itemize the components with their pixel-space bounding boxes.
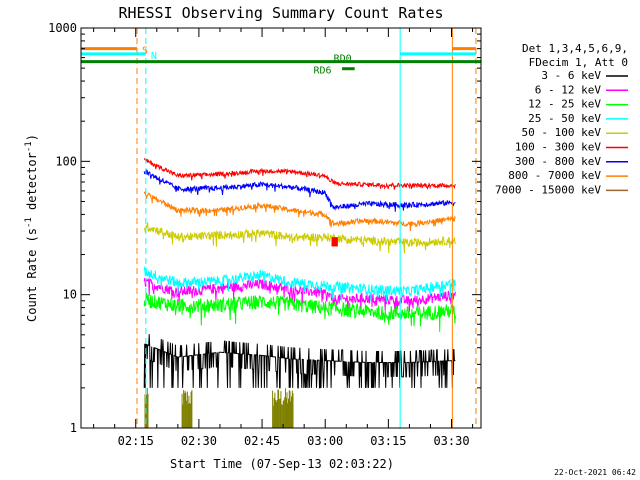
legend-label: 7000 - 15000 keV — [495, 183, 601, 196]
gap-marker — [331, 237, 338, 247]
legend-label: 300 - 800 keV — [515, 155, 601, 168]
chart-title: RHESSI Observing Summary Count Rates — [118, 4, 443, 22]
series-trace-3 — [143, 266, 456, 303]
series-trace-6 — [143, 168, 456, 212]
y-axis-label-sup2: -1 — [24, 141, 34, 152]
legend-header-line: Det 1,3,4,5,6,9, — [522, 42, 628, 55]
y-axis-label-end: ) — [25, 134, 39, 141]
legend-label: 50 - 100 keV — [522, 126, 602, 139]
legend-label: 6 - 12 keV — [535, 83, 602, 96]
attenuator-label-n: N — [151, 51, 157, 62]
y-tick-label: 100 — [55, 154, 77, 168]
series-trace-1 — [143, 277, 456, 314]
y-tick-label: 1 — [70, 421, 77, 435]
y-axis-label-mid: detector — [25, 152, 39, 217]
attenuator-label-s: S — [142, 46, 148, 57]
date-stamp: 22-Oct-2021 06:42 — [554, 468, 636, 477]
series-trace-4 — [144, 221, 456, 254]
x-tick-label: 03:30 — [433, 434, 469, 448]
plot-frame — [80, 27, 482, 429]
y-tick-label: 10 — [63, 288, 77, 302]
legend-label: 100 - 300 keV — [515, 141, 601, 154]
legend-label: 12 - 25 keV — [528, 98, 601, 111]
y-axis-label-sup1: -1 — [24, 217, 34, 228]
y-axis-label-main: Count Rate (s — [25, 228, 39, 322]
x-tick-label: 03:15 — [370, 434, 406, 448]
x-tick-label: 02:15 — [118, 434, 154, 448]
x-tick-label: 03:00 — [307, 434, 343, 448]
legend-label: 800 - 7000 keV — [508, 169, 601, 182]
x-tick-label: 02:45 — [244, 434, 280, 448]
series-trace-0 — [143, 334, 456, 389]
y-tick-label: 1000 — [48, 21, 77, 35]
rate-flag-label-rd0: RD0 — [334, 54, 352, 65]
series-trace-5 — [143, 158, 456, 190]
legend-label: 25 - 50 keV — [528, 112, 601, 125]
data-layer — [143, 158, 456, 428]
series-trace-7 — [143, 191, 456, 231]
legend-header-line: FDecim 1, Att 0 — [529, 56, 628, 69]
x-tick-label: 02:30 — [181, 434, 217, 448]
legend: Det 1,3,4,5,6,9,FDecim 1, Att 03 - 6 keV… — [495, 42, 628, 196]
rate-flag-label-rd6: RD6 — [313, 66, 331, 77]
legend-label: 3 - 6 keV — [541, 69, 601, 82]
x-axis-label: Start Time (07-Sep-13 02:03:22) — [170, 457, 394, 471]
axis-layer: 1 10 100 1000 02:15 02:30 02:45 03:00 03:15 03:30 — [48, 21, 481, 448]
series-trace-2 — [143, 292, 456, 332]
y-axis-label: Count Rate (s-1 detector-1) — [24, 134, 39, 322]
